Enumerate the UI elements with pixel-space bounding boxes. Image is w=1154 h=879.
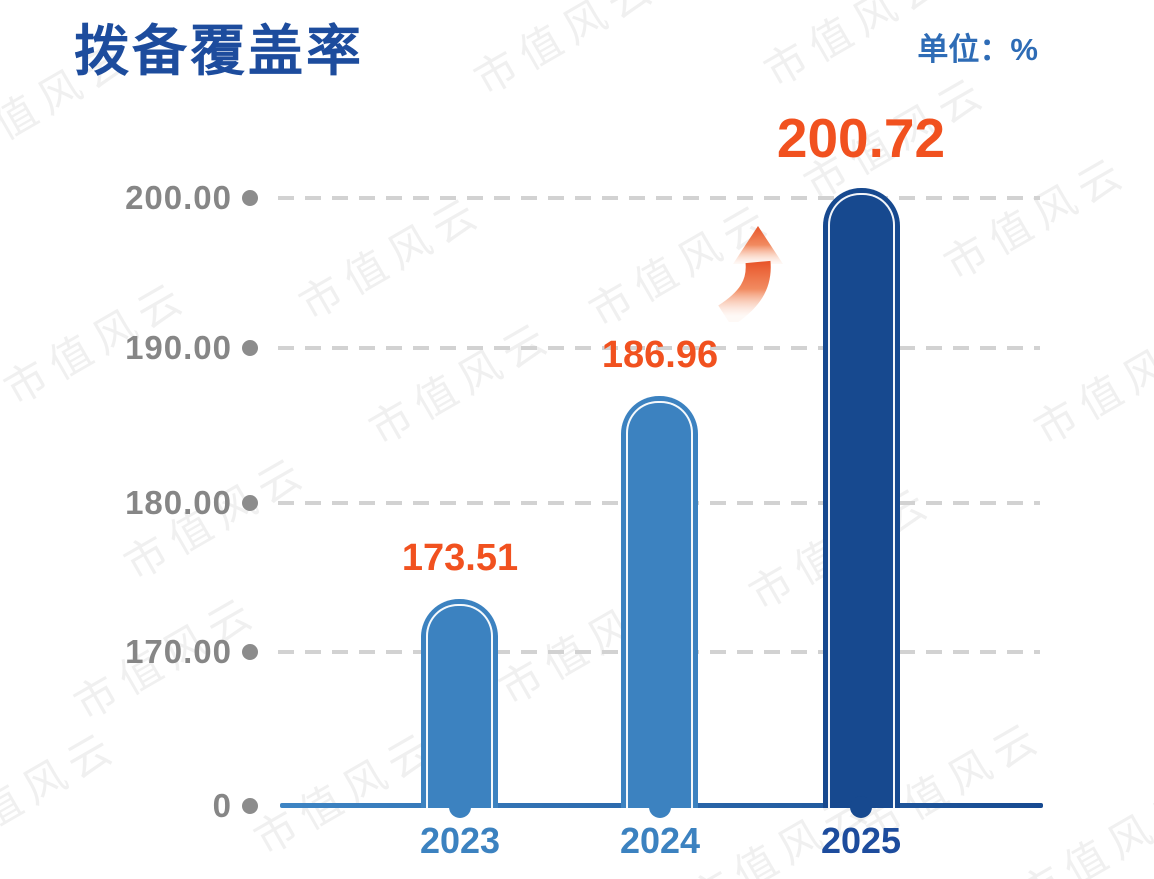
gridline-190 — [278, 346, 1040, 350]
x-label-2024: 2024 — [619, 820, 701, 861]
bar-base-dot-2024 — [649, 796, 671, 818]
watermark-text: 市值风云 — [1026, 311, 1154, 454]
watermark-text: 市值风云 — [361, 311, 562, 454]
chart-title: 拨备覆盖率 — [74, 20, 365, 82]
growth-arrow-icon — [717, 226, 783, 322]
y-tick-label-190: 190.00 — [125, 329, 232, 366]
value-label-2023: 173.51 — [401, 537, 519, 579]
y-tick-dot — [242, 340, 258, 356]
y-tick-dot — [242, 495, 258, 511]
bar-2023 — [421, 599, 498, 808]
watermark-text: 市值风云 — [1011, 776, 1154, 879]
y-tick-label-180: 180.00 — [125, 484, 232, 521]
bar-base-dot-2025 — [850, 796, 872, 818]
watermark-text: 市值风云 — [466, 0, 667, 104]
y-tick-label-0: 0 — [212, 787, 232, 824]
y-tick-dot — [242, 644, 258, 660]
bar-2024 — [621, 396, 698, 808]
bar-inner-stroke — [828, 193, 895, 808]
gridline-200 — [278, 196, 1040, 200]
y-tick-dot — [242, 798, 258, 814]
bar-2025 — [823, 188, 900, 808]
value-label-2024: 186.96 — [601, 334, 719, 376]
x-label-2025: 2025 — [820, 820, 902, 861]
bar-base-dot-2023 — [449, 796, 471, 818]
watermark-text: 市值风云 — [291, 186, 492, 329]
x-label-2023: 2023 — [419, 820, 501, 861]
y-tick-label-200: 200.00 — [125, 179, 232, 216]
bar-inner-stroke — [626, 401, 693, 808]
y-tick-label-170: 170.00 — [125, 633, 232, 670]
unit-label: 单位：% — [917, 32, 1038, 67]
y-tick-dot — [242, 190, 258, 206]
bar-inner-stroke — [426, 604, 493, 808]
value-label-2025: 200.72 — [776, 107, 946, 169]
